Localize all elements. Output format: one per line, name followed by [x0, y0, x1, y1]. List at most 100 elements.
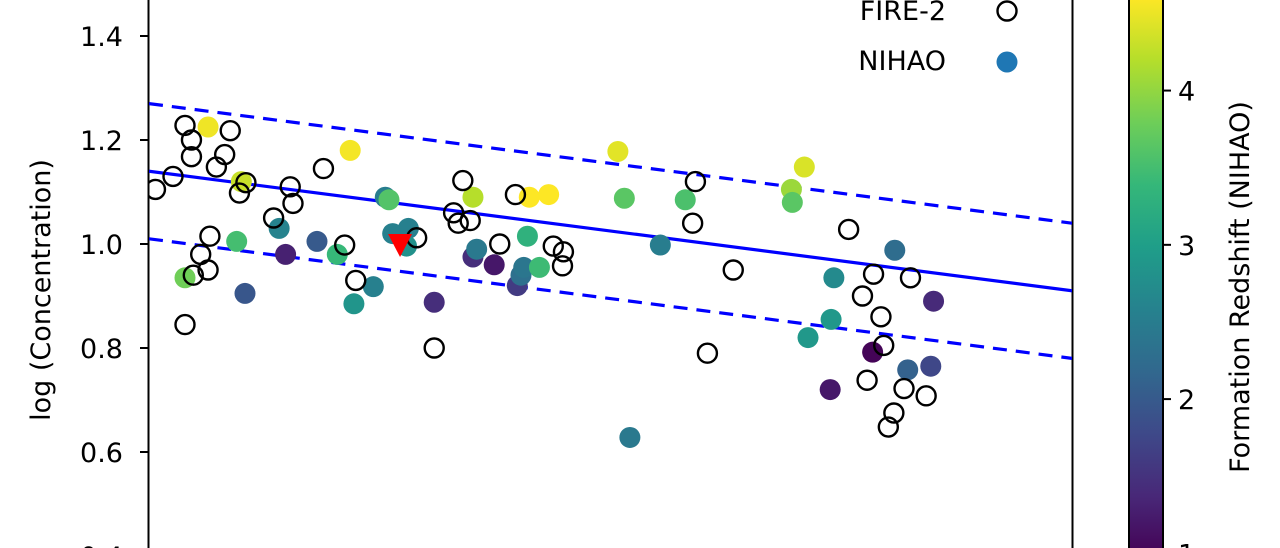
nihao-point — [538, 184, 560, 206]
fire-2-point — [452, 169, 474, 192]
fire-2-points — [149, 114, 937, 438]
fire-2-point — [899, 267, 922, 289]
legend-marker-fire-2 — [996, 0, 1018, 22]
nihao-point — [613, 187, 635, 209]
nihao-point — [234, 282, 256, 304]
fire-2-point — [883, 402, 905, 424]
colorbar-title: Formation Redshift (NIHAO) — [1225, 101, 1256, 473]
nihao-point — [226, 230, 248, 252]
fire-2-point — [873, 334, 895, 357]
colorbar-ticks: 1 2 3 4 — [1163, 77, 1195, 548]
fire-2-point — [684, 170, 707, 193]
fire-2-point — [345, 269, 367, 292]
fire-2-point — [279, 176, 301, 198]
nihao-point — [797, 327, 819, 349]
fire-2-point — [228, 182, 251, 204]
lower-band-line — [149, 237, 1072, 360]
upper-band-line — [149, 102, 1072, 225]
colorbar-gradient — [1128, 0, 1164, 548]
nihao-point — [862, 341, 884, 363]
nihao-point — [793, 156, 815, 178]
y-tick-label: 0.6 — [80, 438, 123, 469]
nihao-point — [607, 140, 629, 162]
nihao-point — [897, 359, 919, 381]
nihao-point — [819, 379, 841, 401]
fire-2-point — [893, 377, 915, 400]
nihao-point — [326, 243, 348, 265]
fire-2-point — [504, 183, 527, 206]
nihao-point — [513, 256, 535, 278]
nihao-point — [378, 189, 400, 211]
y-tick-label: 0.4 — [80, 542, 123, 548]
nihao-point — [518, 186, 540, 208]
fire-2-point — [162, 165, 184, 188]
legend-label-fire-2: FIRE-2 — [860, 0, 946, 27]
fire-2-point — [180, 129, 203, 151]
fire-2-point — [312, 157, 335, 180]
fire-2-point — [551, 255, 574, 277]
nihao-point — [343, 293, 365, 315]
marker-triangle — [388, 234, 413, 257]
fire-2-point — [235, 171, 257, 194]
fire-2-point — [282, 192, 304, 215]
nihao-point — [362, 276, 384, 298]
fire-2-point — [180, 145, 203, 168]
colorbar-tick-label: 3 — [1178, 231, 1195, 262]
colorbar-tick-label: 2 — [1178, 385, 1195, 416]
nihao-point — [466, 238, 488, 260]
nihao-point — [397, 217, 419, 239]
fire-2-point — [856, 369, 878, 391]
nihao-point — [674, 189, 696, 211]
nihao-point — [781, 191, 803, 213]
y-tick-label: 1.0 — [80, 230, 123, 261]
colorbar-tick-label: 1 — [1178, 539, 1195, 548]
y-tick-label: 1.2 — [80, 126, 123, 157]
nihao-points — [174, 116, 945, 448]
y-axis-ticks: 0.4 0.6 0.8 1.0 1.2 1.4 — [80, 22, 148, 548]
nihao-point — [820, 308, 842, 330]
nihao-point — [528, 256, 550, 278]
fire-2-point — [174, 313, 196, 336]
fire-2-point — [862, 263, 885, 285]
nihao-point — [649, 234, 671, 256]
y-tick-label: 1.4 — [80, 22, 123, 53]
fire-2-point — [837, 218, 860, 241]
fire-2-point — [182, 264, 205, 286]
fire-2-point — [459, 209, 481, 232]
y-axis-title: log (Concentration) — [26, 159, 57, 421]
fire-2-point — [552, 241, 575, 263]
nihao-point — [920, 355, 942, 377]
fire-2-point — [219, 119, 241, 142]
fire-2-point — [197, 259, 219, 281]
fire-2-point — [199, 225, 221, 247]
fire-2-point — [489, 233, 511, 255]
nihao-point — [884, 239, 906, 261]
y-tick-label: 0.8 — [80, 334, 123, 365]
nihao-point — [275, 243, 297, 265]
fire-2-point — [149, 178, 167, 201]
fire-2-point — [213, 143, 236, 166]
nihao-point — [339, 139, 361, 161]
legend: FIRE-2 NIHAO — [858, 0, 1018, 77]
fire-2-point — [722, 259, 744, 281]
legend-label-nihao: NIHAO — [858, 46, 946, 77]
nihao-point — [197, 116, 219, 138]
fire-2-point — [877, 416, 900, 438]
fire-2-point — [262, 207, 285, 229]
nihao-point — [268, 217, 290, 239]
nihao-point — [619, 426, 641, 448]
highlight-marker — [388, 234, 413, 257]
fire-2-point — [851, 285, 874, 307]
nihao-point — [483, 254, 505, 276]
fire-2-point — [915, 385, 937, 407]
fire-2-point — [447, 212, 469, 234]
colorbar-tick-label: 4 — [1178, 77, 1195, 108]
fire-2-point — [423, 337, 445, 359]
legend-marker-nihao — [996, 51, 1018, 73]
nihao-point — [823, 267, 845, 289]
nihao-point — [923, 290, 945, 312]
nihao-point — [423, 291, 445, 313]
nihao-point — [462, 186, 484, 208]
fire-2-point — [870, 306, 892, 328]
